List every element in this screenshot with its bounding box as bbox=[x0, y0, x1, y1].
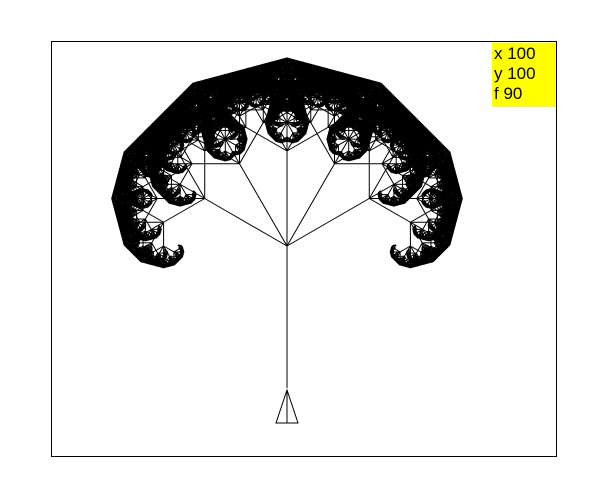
tree-branch bbox=[425, 245, 426, 246]
tree-branches bbox=[111, 57, 463, 388]
tree-branch bbox=[287, 199, 369, 247]
